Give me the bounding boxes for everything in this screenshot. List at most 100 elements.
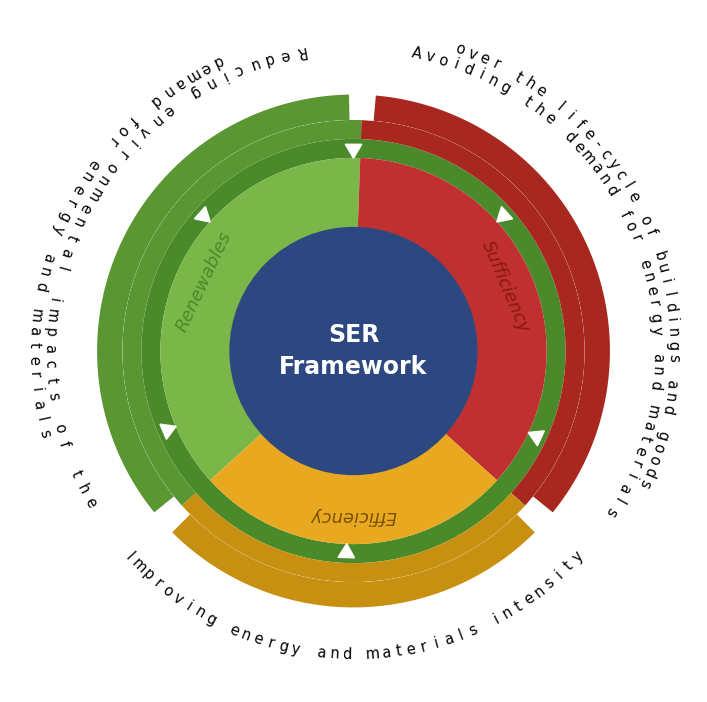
Text: t: t [521,94,534,110]
Text: n: n [192,604,207,622]
Text: e: e [570,138,588,155]
Text: a: a [616,481,633,496]
Text: t: t [561,558,576,573]
Text: t: t [513,69,525,85]
Text: o: o [454,41,467,58]
Polygon shape [141,139,566,563]
Text: y: y [569,548,586,564]
Text: o: o [645,453,662,466]
Text: m: m [182,65,202,85]
Text: r: r [105,134,120,148]
Text: i: i [451,57,460,72]
Text: i: i [563,109,577,123]
Text: e: e [532,83,548,100]
Text: c: c [597,146,614,161]
Text: l: l [611,495,626,506]
Text: e: e [85,157,103,173]
Text: p: p [42,326,58,337]
Text: g: g [187,83,203,100]
Text: l: l [53,264,69,272]
Text: f: f [573,118,587,132]
Text: e: e [580,126,597,143]
Text: r: r [419,639,428,655]
Polygon shape [358,158,547,480]
Text: d: d [32,280,49,293]
Text: t: t [68,468,83,479]
Text: a: a [42,343,57,352]
Text: d: d [660,404,676,416]
Text: t: t [636,433,653,443]
Text: o: o [114,122,131,138]
Polygon shape [373,95,610,512]
Text: t: t [512,598,525,614]
Text: h: h [522,75,537,93]
Text: l: l [33,416,49,423]
Circle shape [230,227,477,475]
Text: o: o [636,213,654,227]
Text: o: o [51,422,68,435]
Text: y: y [49,223,66,237]
Text: t: t [64,232,80,243]
Text: n: n [239,627,253,644]
Text: m: m [83,184,103,204]
Text: a: a [664,379,679,390]
Text: a: a [57,246,74,259]
Polygon shape [210,434,497,544]
Polygon shape [97,95,610,607]
Text: e: e [625,190,643,204]
Text: SER: SER [328,323,379,347]
Text: b: b [650,250,667,263]
Polygon shape [122,120,361,505]
Text: o: o [650,441,667,454]
Text: n: n [93,172,111,188]
Text: i: i [623,471,638,481]
Polygon shape [160,424,176,439]
Text: e: e [541,110,558,127]
Text: d: d [641,465,658,479]
Text: l: l [456,628,465,643]
Text: n: n [595,171,613,187]
Text: g: g [497,79,513,96]
Polygon shape [528,431,544,446]
Text: u: u [247,55,261,72]
Text: i: i [218,69,229,84]
Text: s: s [636,477,653,490]
Text: f: f [56,439,72,449]
Text: i: i [433,635,440,651]
Text: a: a [30,399,47,411]
Text: e: e [197,59,213,77]
Text: e: e [160,101,177,119]
Polygon shape [182,493,525,582]
Text: r: r [628,458,644,470]
Text: r: r [490,57,502,73]
Text: R: R [294,44,307,60]
Text: d: d [602,183,620,198]
Text: I: I [122,550,136,563]
Text: e: e [643,284,660,296]
Text: e: e [76,201,94,216]
Text: n: n [531,583,548,600]
Text: i: i [664,317,679,322]
Text: o: o [436,52,450,69]
Polygon shape [97,95,349,512]
Text: r: r [114,147,129,161]
Text: v: v [136,123,152,140]
Text: n: n [329,647,339,662]
Text: c: c [232,61,245,78]
Text: i: i [658,278,673,285]
Text: h: h [530,101,547,119]
Text: n: n [649,366,665,377]
Text: a: a [316,645,327,661]
Text: c: c [612,167,629,183]
Text: l: l [554,100,567,114]
Text: e: e [521,590,537,608]
Text: -: - [590,137,604,151]
Text: g: g [665,340,681,350]
Text: n: n [486,72,501,90]
Text: n: n [500,604,515,622]
Text: e: e [26,356,42,365]
Polygon shape [173,515,534,607]
Text: g: g [55,208,73,223]
Text: n: n [69,215,87,230]
Text: i: i [476,67,486,83]
